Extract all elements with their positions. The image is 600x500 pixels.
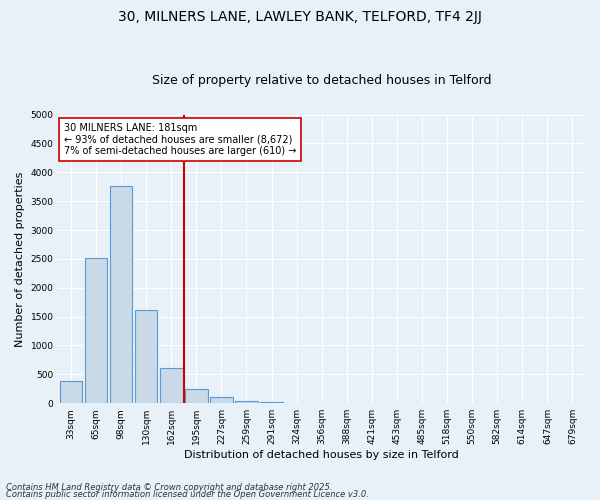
Bar bbox=[235, 400, 258, 403]
Bar bbox=[260, 402, 283, 403]
Text: Contains HM Land Registry data © Crown copyright and database right 2025.: Contains HM Land Registry data © Crown c… bbox=[6, 484, 332, 492]
Bar bbox=[160, 368, 182, 403]
X-axis label: Distribution of detached houses by size in Telford: Distribution of detached houses by size … bbox=[184, 450, 459, 460]
Bar bbox=[59, 382, 82, 403]
Bar bbox=[85, 258, 107, 403]
Text: 30, MILNERS LANE, LAWLEY BANK, TELFORD, TF4 2JJ: 30, MILNERS LANE, LAWLEY BANK, TELFORD, … bbox=[118, 10, 482, 24]
Text: 30 MILNERS LANE: 181sqm
← 93% of detached houses are smaller (8,672)
7% of semi-: 30 MILNERS LANE: 181sqm ← 93% of detache… bbox=[64, 123, 296, 156]
Bar bbox=[185, 390, 208, 403]
Title: Size of property relative to detached houses in Telford: Size of property relative to detached ho… bbox=[152, 74, 491, 87]
Bar bbox=[210, 397, 233, 403]
Bar bbox=[135, 310, 157, 403]
Text: Contains public sector information licensed under the Open Government Licence v3: Contains public sector information licen… bbox=[6, 490, 369, 499]
Y-axis label: Number of detached properties: Number of detached properties bbox=[15, 171, 25, 346]
Bar bbox=[110, 186, 133, 403]
